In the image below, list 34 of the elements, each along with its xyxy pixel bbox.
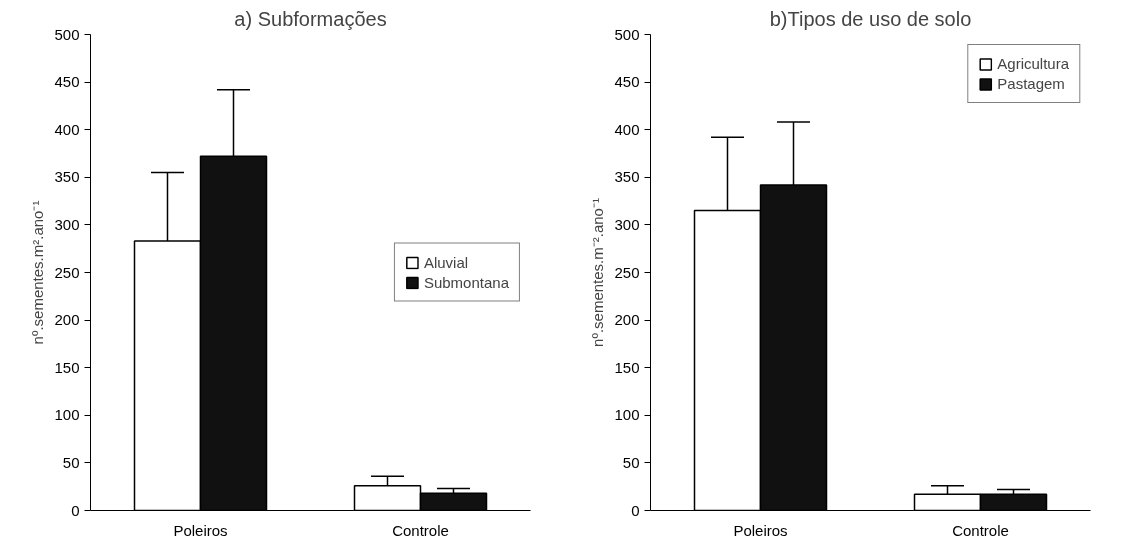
y-tick-label: 150 [614,358,640,376]
y-tick-label: 50 [62,453,80,471]
y-tick-label: 300 [54,215,80,233]
y-axis-title: nº.sementes.m⁻².ano⁻¹ [589,198,607,347]
y-tick-label: 200 [614,311,640,329]
x-tick-label: Poleiros [173,521,228,539]
y-tick-label: 350 [54,168,80,186]
legend-label: Submontana [423,273,509,291]
y-tick-label: 450 [614,73,640,91]
legend-label: Pastagem [997,75,1065,92]
y-tick-label: 150 [54,358,80,376]
x-tick-label: Poleiros [733,521,788,539]
y-tick-label: 250 [54,263,80,281]
y-tick-label: 400 [614,120,640,138]
y-tick-label: 450 [54,73,80,91]
y-tick-label: 250 [614,263,640,281]
chart-title: b)Tipos de uso de solo [769,7,972,30]
y-tick-label: 350 [614,168,640,186]
x-tick-label: Controle [392,521,449,539]
legend-label: Agricultura [997,55,1069,72]
y-tick-label: 400 [54,120,80,138]
y-tick-label: 500 [614,25,640,43]
y-tick-label: 100 [54,406,80,424]
y-tick-label: 0 [631,501,640,519]
y-tick-label: 0 [71,501,80,519]
y-tick-label: 500 [54,25,80,43]
y-tick-label: 300 [614,215,640,233]
chart-title: a) Subformações [234,7,387,30]
legend-label: Aluvial [423,253,469,271]
x-tick-label: Controle [952,521,1009,539]
y-tick-label: 200 [54,311,80,329]
y-tick-label: 50 [622,453,640,471]
y-axis-title: nº.sementes.m².ano⁻¹ [29,200,47,345]
y-tick-label: 100 [614,406,640,424]
